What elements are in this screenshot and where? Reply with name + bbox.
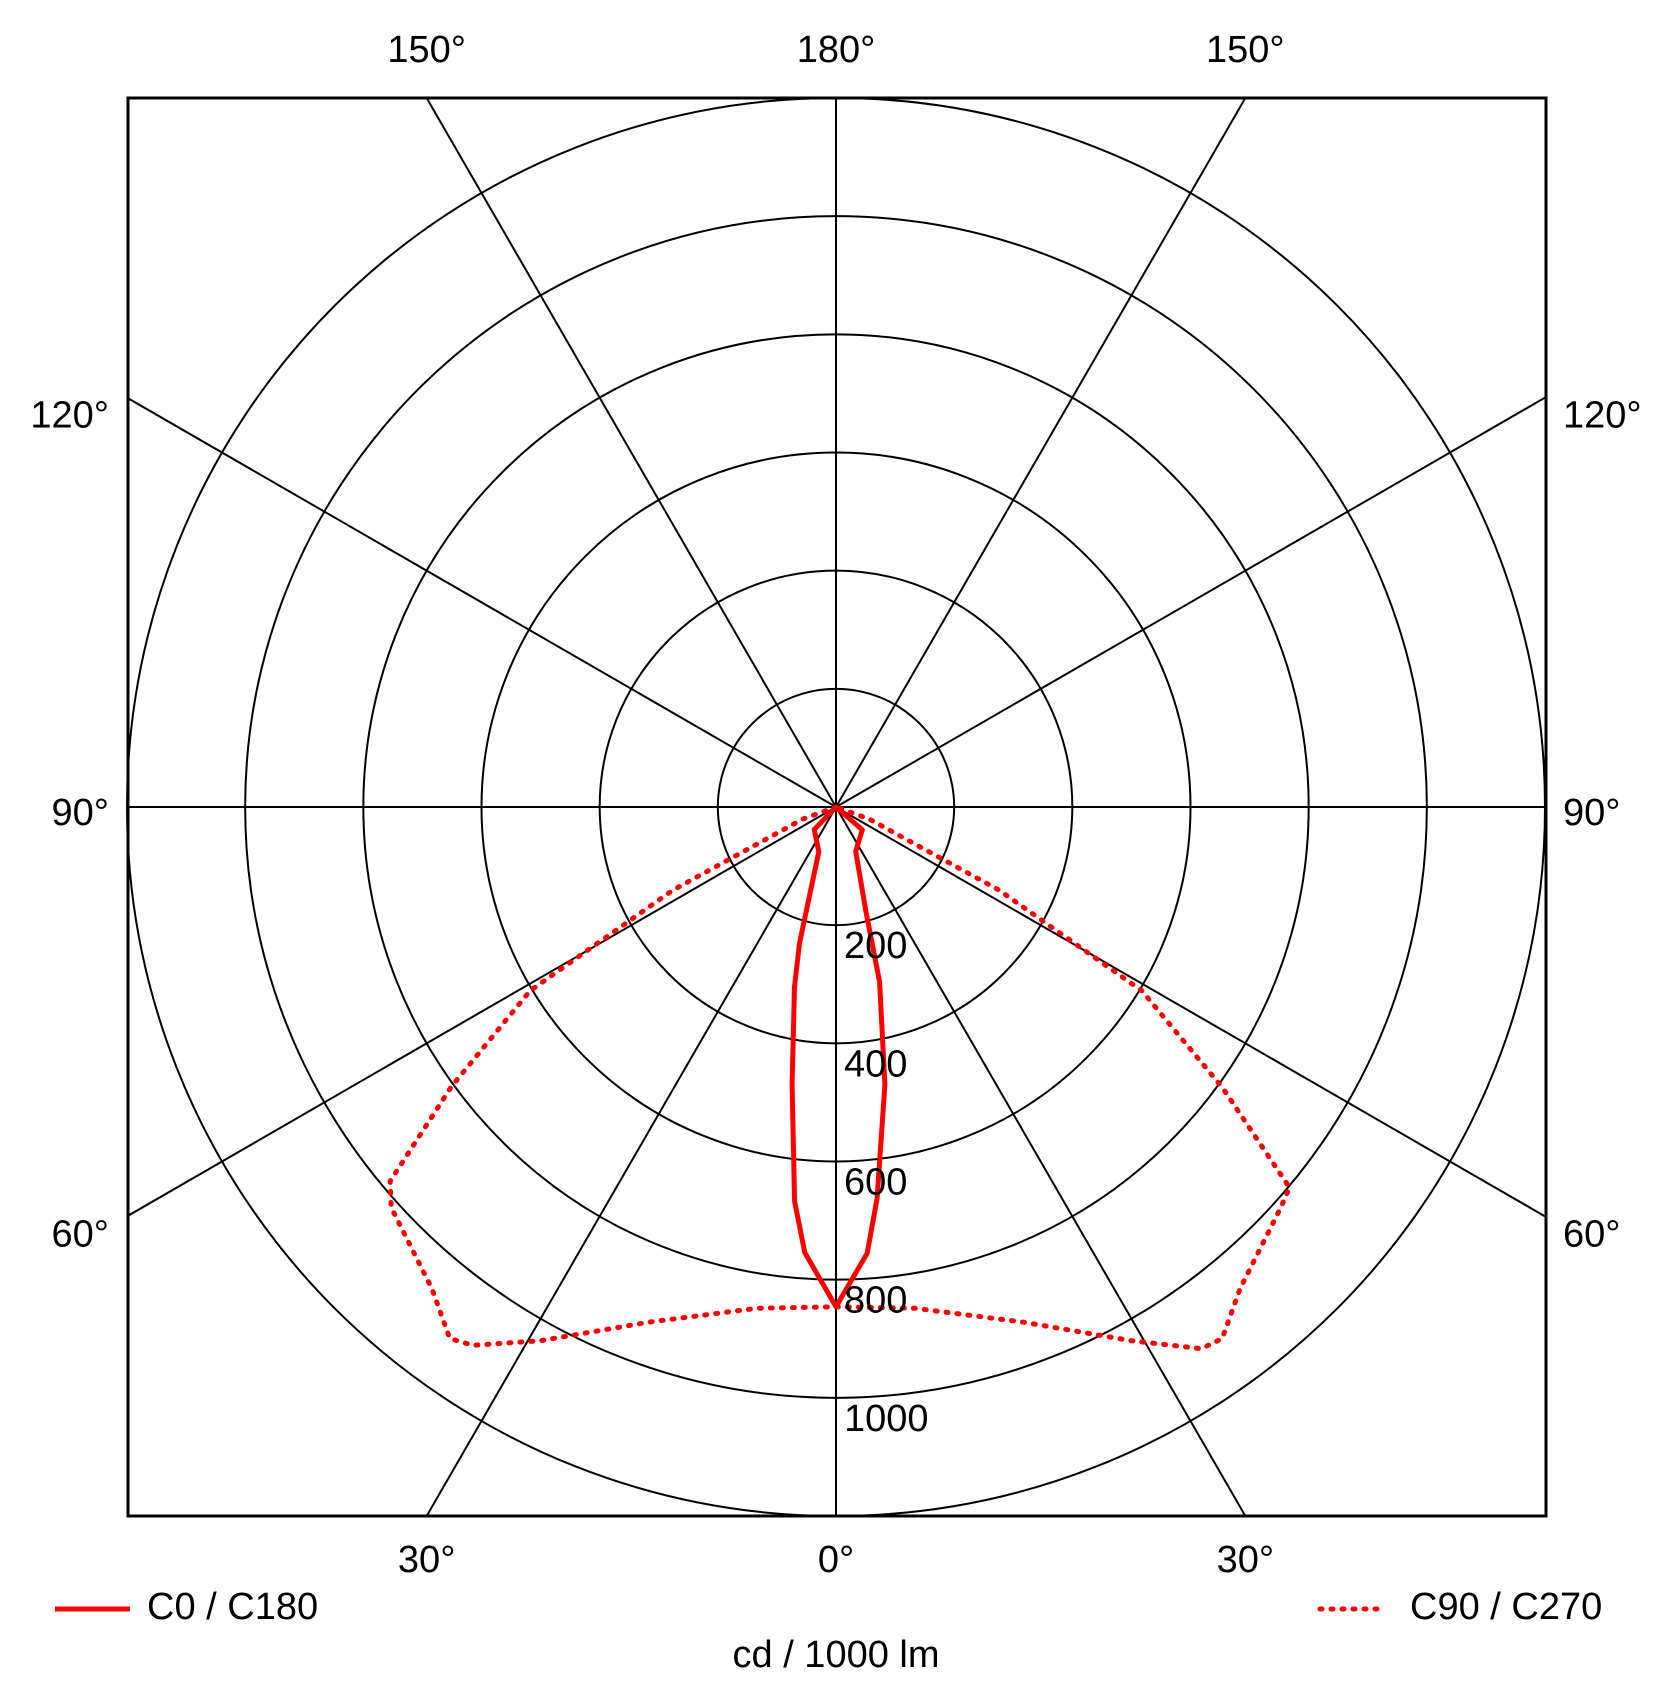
r-tick-label: 200 — [844, 925, 907, 967]
r-tick-label: 800 — [844, 1280, 907, 1322]
angle-label: 180° — [797, 29, 876, 71]
grid-spoke — [126, 396, 837, 808]
plot-area — [387, 804, 1292, 1352]
grid-spoke — [425, 806, 837, 1517]
angle-label: 150° — [387, 29, 466, 71]
grid-spoke — [835, 806, 1247, 1517]
angle-label: 0° — [818, 1539, 854, 1581]
angle-label: 120° — [1563, 395, 1642, 437]
angle-label: 90° — [1563, 792, 1620, 834]
angle-label: 60° — [52, 1213, 109, 1255]
grid-spoke — [835, 97, 1247, 808]
grid-spoke — [126, 806, 837, 1218]
angle-label: 30° — [398, 1539, 455, 1581]
series-line — [387, 804, 1292, 1352]
angle-label: 90° — [52, 792, 109, 834]
angle-label: 30° — [1217, 1539, 1274, 1581]
r-tick-label: 400 — [844, 1043, 907, 1085]
axis-label: cd / 1000 lm — [733, 1634, 940, 1676]
grid-spoke — [835, 396, 1546, 808]
angle-label: 60° — [1563, 1213, 1620, 1255]
grid — [126, 97, 1546, 1517]
r-tick-label: 1000 — [844, 1398, 929, 1440]
legend-label: C0 / C180 — [147, 1586, 318, 1628]
angle-label: 150° — [1206, 29, 1285, 71]
angle-label: 120° — [30, 395, 109, 437]
legend-label: C90 / C270 — [1410, 1586, 1602, 1628]
r-tick-label: 600 — [844, 1162, 907, 1204]
grid-spoke — [835, 806, 1546, 1218]
grid-spoke — [425, 97, 837, 808]
labels: 200 400 600 800 1000 150° 180° 150° 120° 120° 90° 9… — [30, 29, 1641, 1581]
